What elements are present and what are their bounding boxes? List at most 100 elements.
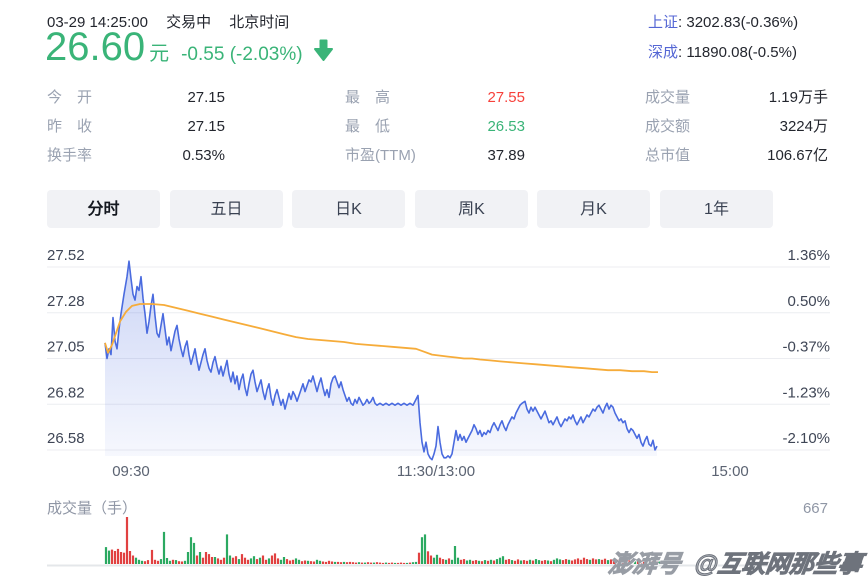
tab-日K[interactable]: 日K [292, 190, 405, 228]
avg-price-line [104, 303, 658, 373]
stat-row: 最 高 27.55 [345, 88, 525, 108]
stat-label: 市盈(TTM) [345, 147, 416, 164]
volume-bar [153, 559, 157, 564]
volume-bar [651, 561, 655, 564]
volume-bar [627, 560, 631, 564]
y-tick-right: -2.10% [782, 430, 830, 447]
volume-bar [489, 559, 493, 564]
volume-bar [594, 559, 598, 564]
volume-bar [657, 561, 661, 564]
index-shenzhen-label: 深成 [648, 44, 679, 61]
volume-bar [189, 537, 193, 564]
volume-bar [624, 559, 628, 564]
volume-bar [294, 558, 298, 564]
volume-bar [156, 560, 160, 564]
volume-bar [447, 558, 451, 564]
volume-bar [393, 562, 397, 564]
volume-bar [537, 560, 541, 564]
volume-bar [642, 559, 646, 564]
volume-bar [366, 562, 370, 564]
volume-bar [453, 546, 457, 564]
y-tick-right: -0.37% [782, 339, 830, 356]
volume-bar [615, 559, 619, 564]
volume-bar [300, 561, 304, 564]
volume-bar [116, 548, 120, 564]
index-shanghai-label: 上证 [648, 14, 679, 31]
volume-bar [122, 552, 126, 564]
watermark-brand: 澎湃号 [606, 551, 683, 579]
volume-bar [345, 562, 349, 564]
volume-bar [540, 560, 544, 564]
volume-bar [228, 555, 232, 564]
volume-bar [360, 562, 364, 564]
y-tick-right: 1.36% [787, 247, 830, 264]
volume-bar [348, 561, 352, 564]
volume-bar [312, 561, 316, 564]
volume-bar [600, 559, 604, 564]
volume-bar [315, 559, 319, 564]
stats-grid: 今 开 27.15 昨 收 27.15 换手率 0.53% 最 高 27.55 最 低 26.53… [0, 88, 868, 168]
index-shenzhen[interactable]: 深成: 11890.08(-0.5%) [648, 44, 797, 62]
volume-bar [507, 559, 511, 564]
x-tick: 09:30 [112, 463, 150, 480]
volume-bar [381, 562, 385, 564]
volume-bar [204, 552, 208, 564]
volume-bar [113, 551, 117, 564]
volume-bar [110, 549, 114, 564]
tab-1年[interactable]: 1年 [660, 190, 773, 228]
volume-bar [531, 560, 535, 564]
stat-column: 最 高 27.55 最 低 26.53 市盈(TTM) 37.89 [345, 88, 525, 168]
volume-bar [597, 559, 601, 564]
tab-五日[interactable]: 五日 [170, 190, 283, 228]
volume-bar [450, 559, 454, 564]
tab-分时[interactable]: 分时 [47, 190, 160, 228]
volume-bar [495, 559, 499, 564]
volume-bar [146, 560, 150, 564]
volume-bar [567, 559, 571, 564]
volume-bar [429, 555, 433, 564]
volume-bar [107, 550, 111, 564]
volume-bar [525, 560, 529, 564]
stat-row: 最 低 26.53 [345, 117, 525, 137]
volume-bar [378, 562, 382, 564]
volume-bar [306, 560, 310, 564]
volume-bar [342, 561, 346, 564]
volume-bar [252, 556, 256, 564]
volume-bar [387, 562, 391, 564]
volume-bar [291, 559, 295, 564]
volume-bar [288, 560, 292, 564]
volume-bar [420, 537, 424, 564]
volume-bar [390, 562, 394, 564]
stat-label: 换手率 [47, 147, 93, 164]
volume-bar [303, 560, 307, 564]
volume-bar [285, 559, 289, 564]
volume-bar [324, 561, 328, 564]
x-tick: 11:30/13:00 [397, 463, 475, 480]
volume-bar [357, 562, 361, 564]
stat-label: 最 低 [345, 118, 391, 135]
volume-bar [438, 557, 442, 564]
volume-bar [591, 558, 595, 564]
stat-label: 成交额 [645, 118, 691, 135]
volume-bar [648, 560, 652, 564]
volume-bar [570, 560, 574, 564]
volume-bar [423, 534, 427, 564]
tab-周K[interactable]: 周K [415, 190, 528, 228]
volume-bar [165, 558, 169, 564]
volume-bar [417, 552, 421, 564]
tab-月K[interactable]: 月K [537, 190, 650, 228]
volume-max: 667 [803, 500, 828, 517]
volume-bar [140, 560, 144, 564]
volume-bar [462, 559, 466, 564]
volume-bar [255, 559, 259, 564]
index-shanghai[interactable]: 上证: 3202.83(-0.36%) [648, 14, 798, 32]
stat-value: 27.55 [487, 89, 525, 106]
volume-bar [270, 555, 274, 564]
volume-bar [441, 559, 445, 564]
volume-bar [618, 559, 622, 564]
volume-bar [234, 556, 238, 564]
volume-bar [207, 554, 211, 564]
volume-bar [327, 560, 331, 564]
